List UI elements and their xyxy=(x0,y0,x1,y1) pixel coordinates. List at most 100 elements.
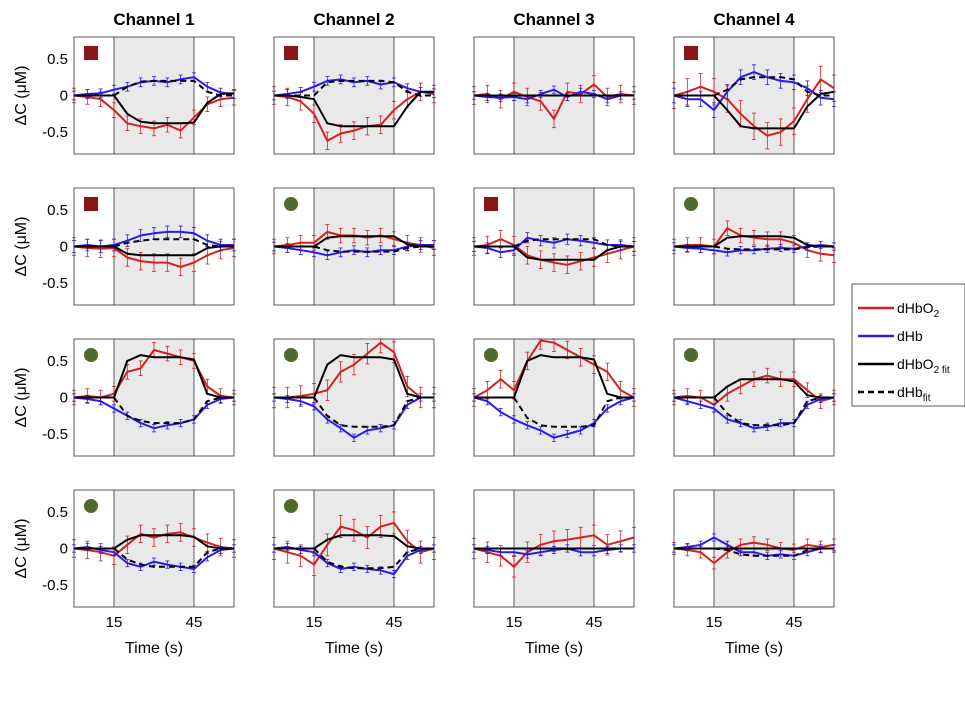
legend-label-dHbO2: dHbO2 xyxy=(897,300,940,320)
series-line-dHb_fit xyxy=(674,547,834,557)
significance-square-marker xyxy=(684,46,698,60)
stimulus-shade xyxy=(114,37,194,154)
series-line-dHbO2_fit xyxy=(74,245,234,257)
series-line-dHbO2 xyxy=(673,78,835,137)
axes-frame xyxy=(673,187,835,306)
x-axis-label: Time (s) xyxy=(125,640,183,657)
series-line-dHbO2_fit xyxy=(274,235,434,248)
y-tick-label: -0.5 xyxy=(42,577,68,594)
axes-frame xyxy=(473,36,635,155)
subplot-r2-c3 xyxy=(472,187,636,306)
series-line-dHb_fit xyxy=(274,79,434,97)
legend-label-dHb: dHb xyxy=(897,328,923,344)
significance-square-marker xyxy=(484,197,498,211)
series-line-dHb xyxy=(473,88,634,101)
series-line-dHbO2 xyxy=(273,90,435,142)
series-line-dHbO2 xyxy=(473,238,635,266)
significance-circle-marker xyxy=(684,348,698,362)
series-line-dHbO2 xyxy=(273,521,435,566)
axes-frame xyxy=(473,489,635,608)
axes-frame xyxy=(273,489,435,608)
series-line-dHb xyxy=(273,78,435,97)
significance-square-marker xyxy=(84,46,98,60)
legend-label-dHbO2_fit: dHbO2 fit xyxy=(897,356,950,376)
x-tick-label: 15 xyxy=(306,614,323,631)
x-tick-label: 15 xyxy=(106,614,123,631)
y-tick-label: 0 xyxy=(60,88,68,105)
stimulus-shade xyxy=(714,339,794,456)
legend-label-dHb_fit: dHbfit xyxy=(897,384,931,404)
significance-circle-marker xyxy=(284,348,298,362)
significance-square-marker xyxy=(84,197,98,211)
series-line-dHb_fit xyxy=(74,79,234,97)
series-line-dHb xyxy=(673,396,835,430)
legend: dHbO2 dHb dHbO2 fit dHbfit xyxy=(851,283,965,407)
stimulus-shade xyxy=(114,490,194,607)
y-tick-label: -0.5 xyxy=(42,426,68,443)
column-title: Channel 4 xyxy=(713,10,795,29)
axes-frame xyxy=(673,489,835,608)
y-axis-label: ΔC (μM) xyxy=(13,368,30,428)
column-title: Channel 1 xyxy=(113,10,194,29)
series-line-dHbO2_fit xyxy=(274,90,434,128)
y-tick-label: 0 xyxy=(60,390,68,407)
series-line-dHbO2_fit xyxy=(274,354,434,399)
significance-circle-marker xyxy=(684,197,698,211)
y-tick-label: 0.5 xyxy=(47,51,68,68)
series-line-dHb_fit xyxy=(274,245,434,253)
y-tick-label: 0.5 xyxy=(47,504,68,521)
column-title: Channel 3 xyxy=(513,10,594,29)
y-tick-label: -0.5 xyxy=(42,275,68,292)
significance-square-marker xyxy=(284,46,298,60)
series-line-dHb_fit xyxy=(474,238,634,248)
y-axis-label: ΔC (μM) xyxy=(13,519,30,579)
axes-frame xyxy=(273,187,435,306)
y-tick-label: 0 xyxy=(60,239,68,256)
series-line-dHb xyxy=(473,547,634,556)
subplot-r2-c2 xyxy=(272,187,436,306)
series-line-dHb xyxy=(73,546,235,570)
x-axis-label: Time (s) xyxy=(325,640,383,657)
subplot-r3-c3 xyxy=(472,338,636,457)
axes-frame xyxy=(73,338,235,457)
subplot-r3-c4 xyxy=(672,338,836,457)
series-line-dHbO2_fit xyxy=(474,354,634,399)
series-line-dHb_fit xyxy=(274,396,434,428)
series-line-dHb_fit xyxy=(74,547,234,568)
series-line-dHbO2_fit xyxy=(74,534,234,550)
axes-frame xyxy=(73,187,235,306)
x-tick-label: 15 xyxy=(706,614,723,631)
axes-frame xyxy=(473,338,635,457)
y-tick-label: 0.5 xyxy=(47,353,68,370)
series-line-dHb_fit xyxy=(74,396,234,425)
subplot-r3-c1: 0.5 0 -0.5 ΔC (μM) xyxy=(13,338,236,457)
subplot-r2-c4 xyxy=(672,187,836,306)
series-line-dHbO2 xyxy=(274,341,434,399)
subplot-r1-c3 xyxy=(472,36,636,155)
x-axis-label: Time (s) xyxy=(725,640,783,657)
axes-frame xyxy=(673,338,835,457)
series-line-dHb_fit xyxy=(674,245,834,251)
y-axis-label: ΔC (μM) xyxy=(13,217,30,277)
series-line-dHbO2 xyxy=(473,339,635,399)
significance-circle-marker xyxy=(84,499,98,513)
x-tick-label: 45 xyxy=(186,614,203,631)
series-line-dHb_fit xyxy=(674,76,834,97)
axes-frame xyxy=(273,36,435,155)
series-line-dHbO2 xyxy=(673,541,835,565)
series-line-dHbO2_fit xyxy=(74,354,234,399)
axes-frame xyxy=(73,489,235,608)
x-tick-label: 15 xyxy=(506,614,523,631)
significance-circle-marker xyxy=(84,348,98,362)
significance-circle-marker xyxy=(284,197,298,211)
series-line-dHb xyxy=(673,536,834,557)
x-tick-label: 45 xyxy=(386,614,403,631)
column-title: Channel 2 xyxy=(313,10,394,29)
series-line-dHbO2_fit xyxy=(274,534,434,550)
series-line-dHbO2_fit xyxy=(674,378,834,399)
series-line-dHb xyxy=(273,244,434,257)
